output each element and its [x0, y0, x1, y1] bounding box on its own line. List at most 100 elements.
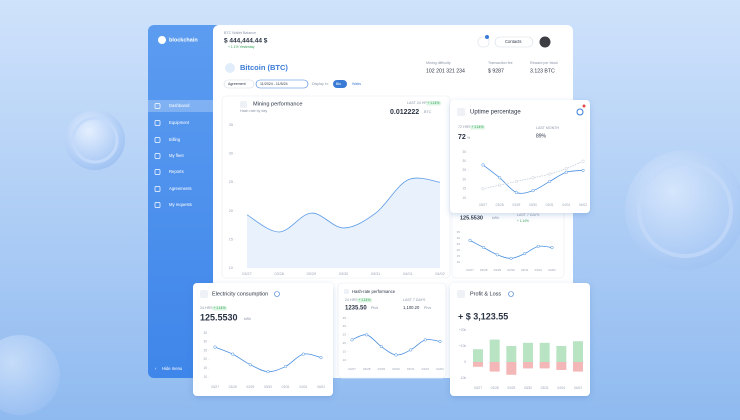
change-chip — [357, 298, 372, 303]
stat-value: 102 201 321 234 — [426, 68, 465, 74]
y-tick-label: 25 — [203, 348, 207, 352]
x-tick-label: 03/28 — [496, 203, 504, 207]
value: 0.012222 — [390, 109, 419, 116]
menu-item[interactable]: Equipment — [169, 120, 190, 125]
menu-item[interactable]: Billing — [169, 137, 181, 142]
bar — [489, 339, 500, 362]
y-tick-label: 25 — [462, 168, 466, 172]
logo: blockchain — [169, 37, 198, 43]
info-icon[interactable] — [274, 291, 280, 297]
y-tick-label: +10k — [459, 344, 466, 348]
bar — [523, 362, 533, 369]
change-chip — [212, 306, 227, 311]
y-tick-label: +20k — [459, 328, 466, 332]
x-tick-label: 03/27 — [479, 203, 487, 207]
x-tick-label: 03/28 — [274, 272, 284, 276]
point — [423, 338, 427, 342]
y-tick-label: 30 — [343, 324, 347, 328]
point — [481, 187, 485, 191]
date-select[interactable] — [255, 79, 309, 89]
point — [468, 238, 472, 242]
bar — [473, 349, 483, 362]
y-tick-label: 15 — [462, 187, 466, 191]
point — [531, 189, 535, 193]
point — [481, 163, 485, 167]
menu-item[interactable]: My fleet — [169, 153, 184, 158]
point — [319, 356, 323, 360]
compare-label: LAST 7 DAYS — [403, 298, 426, 302]
point — [248, 363, 252, 367]
x-tick-label: 03/27 — [466, 268, 474, 272]
uptime-card: Uptime percentage 72 HRS + 1.14% 72 % LA… — [450, 100, 590, 213]
x-tick-label: 04/01 — [535, 268, 543, 272]
point — [531, 176, 535, 180]
y-tick-label: 30 — [462, 159, 466, 163]
point — [266, 370, 270, 374]
x-tick-label: 03/31 — [371, 272, 381, 276]
menu-item[interactable]: Dashboard — [169, 103, 190, 108]
point — [514, 190, 518, 195]
x-tick-label: 03/28 — [229, 385, 237, 389]
bar — [489, 362, 500, 372]
bar — [556, 362, 567, 370]
menu-item[interactable]: Agreements — [169, 186, 192, 191]
stat-label: Transaction fee — [488, 61, 513, 65]
display-label: Display in: — [312, 82, 329, 86]
x-tick-label: 03/31 — [407, 367, 415, 371]
y-tick-label: 20 — [457, 248, 461, 252]
menu-icon — [154, 137, 161, 143]
x-tick-label: 04/01 — [299, 385, 307, 389]
y-tick-label: 30 — [457, 236, 461, 240]
agreement-select[interactable] — [223, 79, 255, 89]
y-tick-label: 25 — [229, 180, 233, 184]
point — [350, 338, 354, 342]
point — [284, 364, 288, 368]
change: + 1.14% — [517, 219, 529, 223]
y-tick-label: 10 — [457, 260, 461, 264]
coin-name[interactable]: Bitcoin (BTC) — [240, 63, 288, 72]
point — [231, 352, 235, 356]
x-tick-label: 04/02 — [435, 272, 445, 276]
x-tick-label: 03/29 — [507, 386, 515, 390]
settings-icon[interactable] — [576, 108, 584, 116]
compare-value: 89% — [536, 133, 547, 139]
value: 125.5530 — [460, 215, 483, 221]
x-tick-label: 03/27 — [474, 386, 482, 390]
x-tick-label: 03/27 — [242, 272, 252, 276]
info-icon[interactable] — [508, 291, 514, 297]
balance-change: + 1.1% Yesterday — [228, 45, 255, 49]
unit: Ph/s — [371, 306, 378, 310]
x-tick-label: 04/01 — [562, 203, 570, 207]
logo-mark — [158, 36, 166, 44]
bell-badge — [485, 35, 489, 39]
point — [438, 339, 442, 344]
value: 125.5530 — [200, 312, 238, 322]
bell[interactable] — [477, 36, 490, 48]
change: + 1.14% — [359, 298, 371, 302]
card-icon — [457, 108, 465, 116]
avatar[interactable] — [539, 36, 551, 48]
option[interactable]: Watts — [352, 82, 361, 86]
y-tick-label: 15 — [203, 366, 207, 370]
card-icon — [344, 289, 349, 294]
coin — [625, 150, 740, 270]
unit: kWh — [492, 216, 499, 220]
area — [247, 178, 440, 268]
x-tick-label: 03/28 — [363, 367, 371, 371]
x-tick-label: 03/28 — [480, 268, 488, 272]
energy-mini-card: 125.5530 kWh LAST 7 DAYS + 1.14% 10 15 20 2… — [451, 206, 565, 279]
option-selected[interactable] — [333, 80, 347, 88]
card — [193, 283, 333, 396]
y-tick-label: 25 — [457, 242, 461, 246]
point — [482, 246, 486, 250]
contacts-button[interactable] — [494, 36, 534, 48]
menu-item[interactable]: My requests — [169, 202, 192, 207]
x-tick-label: 04/02 — [317, 385, 325, 389]
point — [564, 170, 568, 174]
agreement-label: Agreement — [228, 82, 246, 86]
x-tick-label: 03/31 — [521, 268, 529, 272]
hide-menu[interactable]: Hide menu — [162, 366, 183, 371]
menu-item[interactable]: Reports — [169, 169, 184, 174]
point — [394, 353, 398, 357]
